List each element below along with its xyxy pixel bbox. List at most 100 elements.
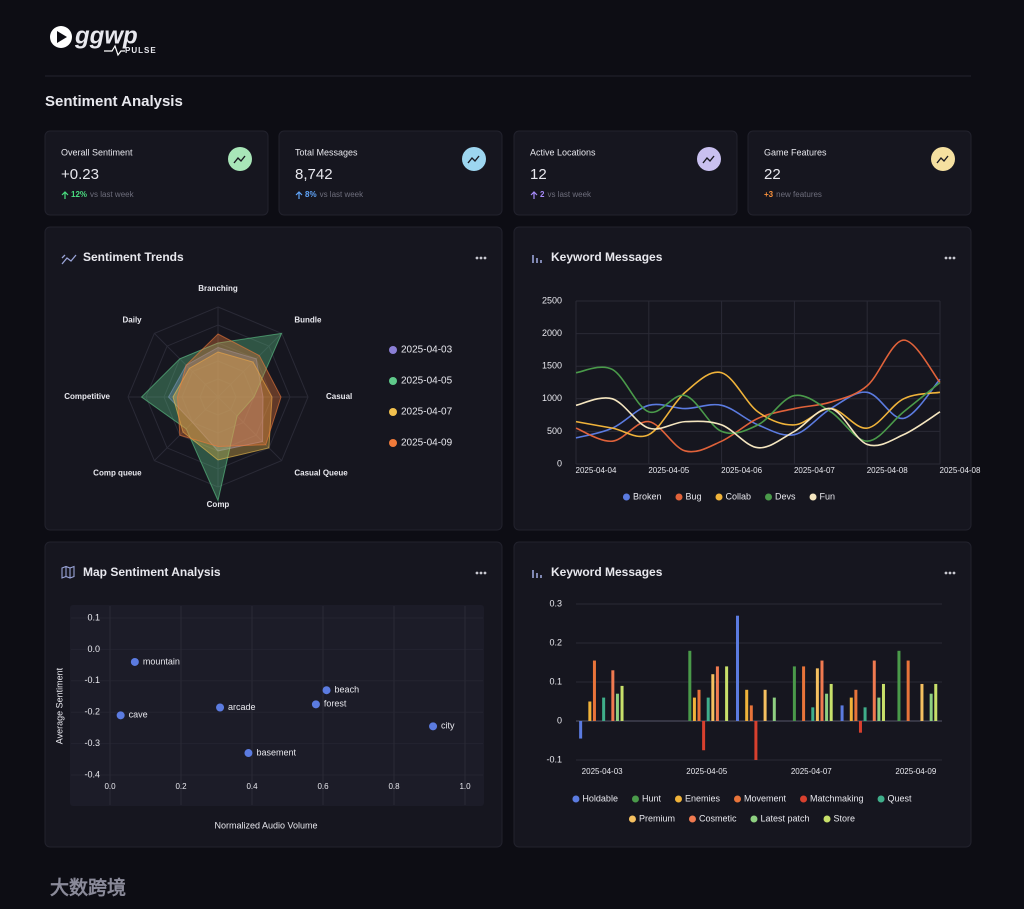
radar-area [176,333,282,448]
x-tick-label: 2025-04-07 [794,466,835,475]
page-title: Sentiment Analysis [45,93,183,110]
bar [736,615,739,721]
y-tick-label: 1500 [542,361,562,371]
bar [811,707,815,721]
legend-marker [877,795,885,803]
y-tick-label: -0.1 [546,754,562,764]
radar-axis [217,333,282,398]
bar [725,666,729,721]
menu-dots[interactable] [475,256,487,260]
x-tick-label: 0.2 [175,782,187,791]
legend-marker [628,815,636,823]
legend-marker [389,439,397,447]
stat-icon-glyph [233,155,246,164]
logo: ggwp PULSE [50,22,156,57]
change-note: new features [776,190,822,199]
y-tick-label: -0.1 [84,675,100,685]
point [130,657,139,666]
stat-icon [462,147,486,171]
change-arrow [61,191,69,199]
legend-marker [675,493,683,501]
panel [44,226,503,531]
x-axis-title: Normalized Audio Volume [214,820,317,830]
axis-label: Comp queue [93,468,142,477]
stat-label: Game Features [764,147,827,157]
x-tick-label: 0.6 [317,782,329,791]
bar [802,666,806,721]
panel-icon [532,255,542,263]
x-tick-label: 2025-04-05 [686,767,727,776]
bar [715,666,719,721]
stat-icon-glyph [467,155,480,164]
legend-label: Holdable [582,793,618,803]
bar [849,697,853,721]
radar-area [140,332,283,503]
point-label: forest [324,699,347,709]
bar [906,660,910,721]
legend-label: Latest patch [760,813,809,823]
logo-text: ggwp [74,22,138,49]
panel-title: Keyword Messages [551,250,663,264]
point [216,703,225,712]
legend-marker [750,815,758,823]
axis-label: Daily [123,316,143,325]
legend-marker [809,493,817,501]
bar [829,683,833,721]
menu-dots[interactable] [475,571,487,575]
legend-label: 2025-04-05 [401,376,453,387]
stat-value: 22 [764,166,781,183]
x-tick-label: 2025-04-04 [576,466,617,475]
bar [825,693,829,721]
bar [615,693,619,721]
stat-icon-glyph [936,155,949,164]
legend-label: 2025-04-03 [401,345,453,356]
legend-marker [715,493,723,501]
point [116,711,125,720]
stat-change: 12% vs last week [71,190,135,199]
legend-label: Fun [820,491,836,501]
bar [934,683,938,721]
point-label: cave [129,710,148,720]
bar [872,660,876,721]
legend-label: Quest [888,793,913,803]
legend-label: 2025-04-09 [401,438,453,449]
menu-dots[interactable] [944,571,956,575]
legend-marker [800,795,808,803]
bar [602,697,606,721]
x-tick-label: 0.8 [388,782,400,791]
stat-value: 8,742 [295,166,333,183]
legend-label: Hunt [642,793,662,803]
legend-marker [389,346,397,354]
legend-label: Premium [639,813,675,823]
bar [815,668,819,721]
bar [772,697,776,721]
bar [706,697,710,721]
logo-pulse [104,44,125,57]
bar [745,689,749,721]
legend-label: Enemies [685,793,721,803]
legend-label: Movement [744,793,787,803]
stat-icon [931,147,955,171]
panels: Sentiment Trends Keyword Messages Map Se… [44,226,972,848]
point [244,749,253,758]
bar [697,689,701,721]
change-value: 8% [305,190,317,199]
stat-icon [697,147,721,171]
bar [611,670,615,721]
bar [920,683,924,721]
bar [702,721,706,751]
menu-dots[interactable] [944,256,956,260]
stat-label: Active Locations [530,147,596,157]
x-tick-label: 2025-04-05 [648,466,689,475]
bar [792,666,796,721]
x-tick-label: 2025-04-07 [791,767,832,776]
point-label: mountain [143,656,180,666]
change-note: vs last week [90,190,135,199]
y-tick-label: 0.2 [549,637,562,647]
axis-label: Comp [207,500,230,509]
bar [688,650,692,721]
change-value: 2 [540,190,545,199]
bar [692,697,696,721]
y-tick-label: 500 [547,426,562,436]
